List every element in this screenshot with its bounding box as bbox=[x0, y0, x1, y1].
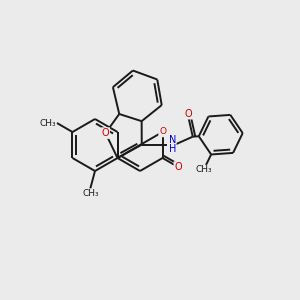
Text: CH₃: CH₃ bbox=[195, 165, 212, 174]
Text: N
H: N H bbox=[169, 135, 176, 154]
Text: O: O bbox=[174, 162, 182, 172]
Text: CH₃: CH₃ bbox=[82, 189, 99, 198]
Text: O: O bbox=[159, 128, 166, 136]
Text: O: O bbox=[102, 128, 109, 138]
Text: O: O bbox=[185, 109, 193, 119]
Text: CH₃: CH₃ bbox=[39, 118, 56, 127]
